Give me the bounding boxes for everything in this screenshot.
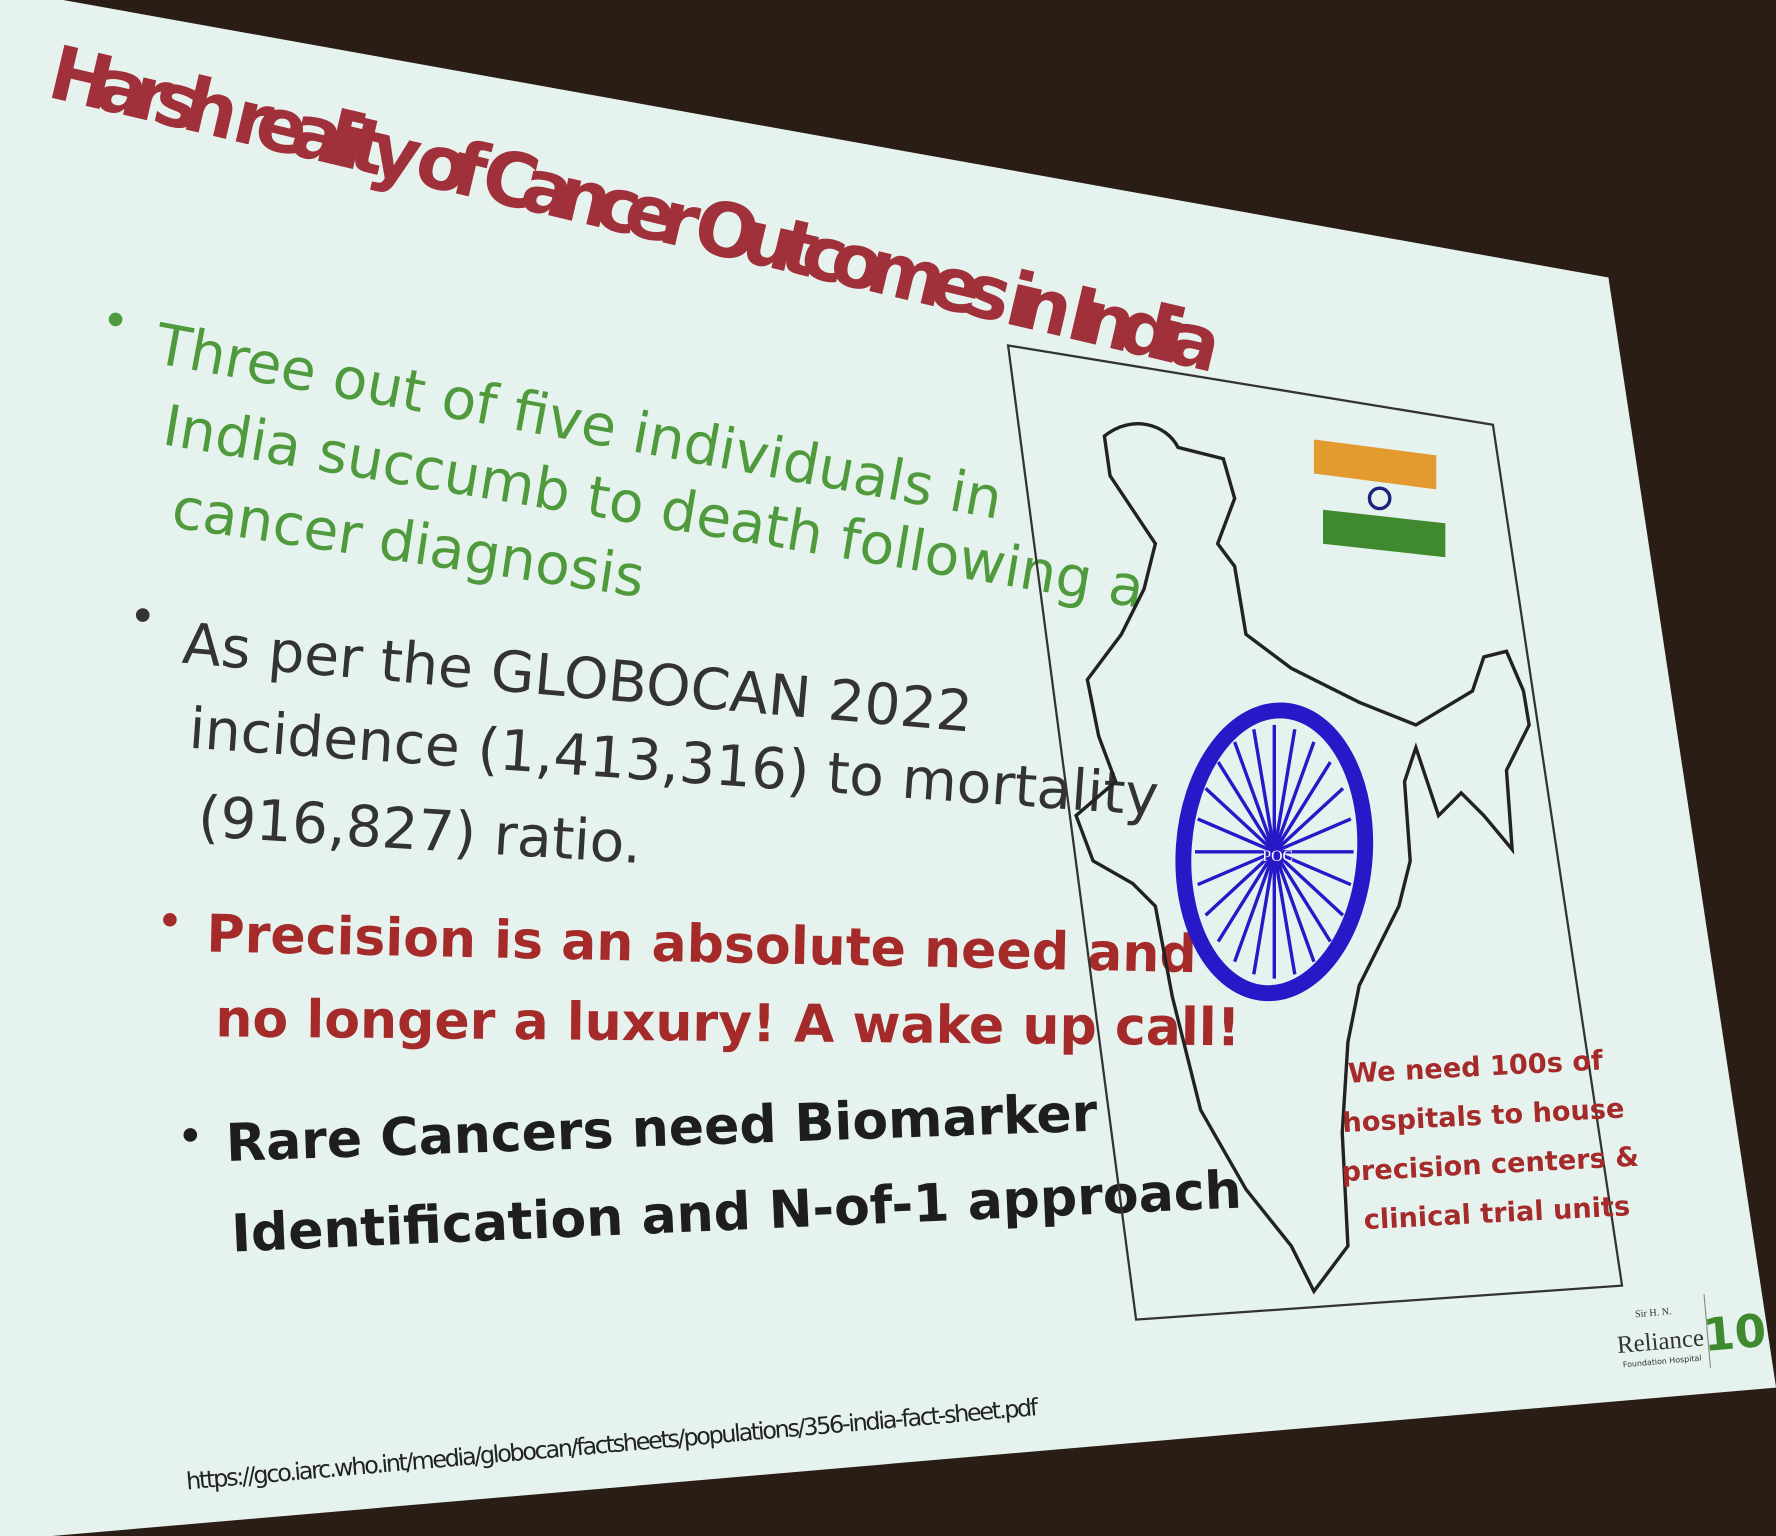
bullet-dot <box>108 312 123 327</box>
bullet-dot <box>135 608 150 622</box>
bullet-line: no longer a luxury! A wake up call! <box>215 989 1241 1058</box>
chakra-spoke <box>1272 850 1332 943</box>
chakra-label: POC <box>1262 848 1293 865</box>
chakra-spoke <box>1233 741 1276 853</box>
logo-badge: 10 <box>1701 1304 1768 1362</box>
india-outline <box>1074 422 1531 1295</box>
chakra-spoke <box>1272 728 1297 853</box>
chakra-spoke <box>1273 850 1345 917</box>
map-frame <box>1006 344 1624 1321</box>
chakra-spoke <box>1204 787 1276 854</box>
chakra <box>1175 702 1374 1002</box>
flag-green <box>1322 509 1446 558</box>
chakra-spoke <box>1273 787 1345 854</box>
chakra-spoke <box>1272 761 1332 853</box>
chakra-spoke <box>1197 850 1275 887</box>
chakra-spoke <box>1272 741 1316 853</box>
chakra-spoke <box>1216 850 1276 943</box>
chakra-spoke <box>1204 850 1276 917</box>
logo-divider <box>1703 1294 1712 1368</box>
logo-top: Sir H. N. <box>1635 1306 1673 1320</box>
flag-chakra <box>1367 486 1392 511</box>
chakra-ring <box>1175 702 1374 1002</box>
chakra-spoke <box>1233 851 1276 963</box>
chakra-spoke <box>1272 851 1297 975</box>
chakra-spoke <box>1216 761 1276 853</box>
chakra-spoke <box>1252 851 1276 975</box>
bullet-dot <box>163 912 177 927</box>
chakra-spoke <box>1272 851 1316 963</box>
chakra-spoke <box>1252 728 1276 853</box>
chakra-spoke <box>1273 850 1352 887</box>
chakra-spoke <box>1197 817 1275 854</box>
bullet-dot <box>183 1128 198 1142</box>
flag-saffron <box>1313 439 1437 490</box>
chakra-spoke <box>1273 817 1352 854</box>
